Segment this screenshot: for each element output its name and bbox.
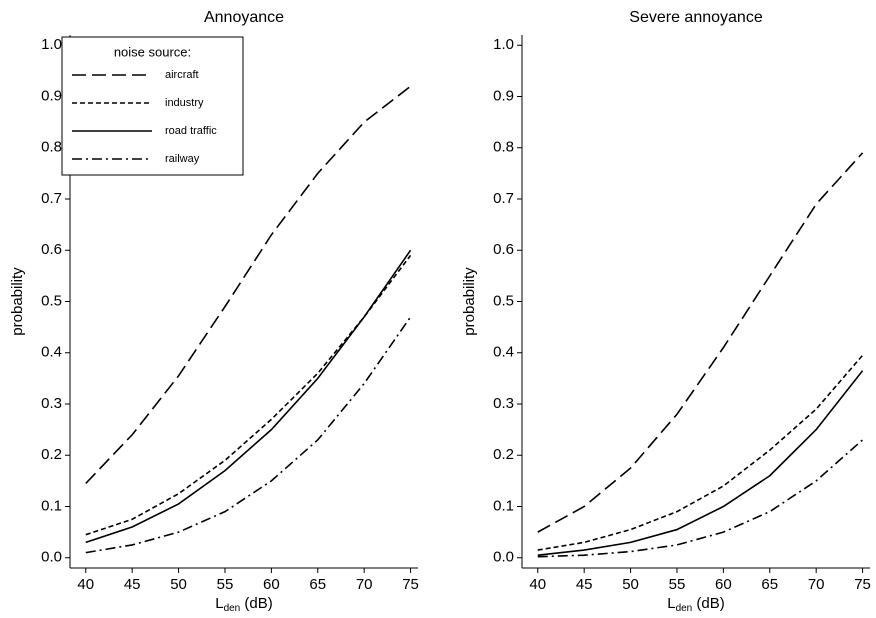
y-tick-label: 0.8 [41, 139, 62, 156]
series-line [537, 439, 864, 558]
series-line [537, 354, 864, 551]
y-tick-label: 0.7 [41, 190, 62, 207]
x-tick-label: 40 [77, 576, 94, 593]
series-line [537, 152, 864, 533]
x-tick-label: 65 [309, 576, 326, 593]
x-axis-label: Lden (dB) [667, 595, 725, 614]
legend: noise source: aircraft industry road traffi… [61, 36, 244, 176]
chart-panel: Severe annoyance 0.0 0.1 0.2 0.3 0.4 0.5 0.6 0.7… [461, 9, 871, 613]
y-tick-label: 0.9 [493, 87, 514, 104]
y-tick-label: 0.6 [41, 241, 62, 258]
x-tick-label: 50 [170, 576, 187, 593]
x-label-main: L [667, 595, 675, 612]
x-tick-label: 55 [669, 576, 686, 593]
series-line [85, 85, 412, 484]
x-tick-label: 60 [263, 576, 280, 593]
series-line [85, 254, 412, 536]
x-label-sub: den [224, 603, 241, 614]
chart-title: Annoyance [204, 9, 284, 26]
y-tick-label: 0.5 [41, 292, 62, 309]
x-tick-label: 45 [124, 576, 141, 593]
y-tick-label: 0.0 [493, 549, 514, 566]
legend-label: aircraft [165, 69, 199, 81]
legend-box [61, 36, 244, 176]
x-label-main: L [215, 595, 223, 612]
y-tick-label: 0.4 [41, 344, 62, 361]
y-tick-label: 0.2 [493, 446, 514, 463]
x-tick-label: 75 [854, 576, 871, 593]
x-tick-label: 45 [576, 576, 593, 593]
y-tick-label: 0.2 [41, 446, 62, 463]
x-tick-label: 65 [761, 576, 778, 593]
series-line [537, 370, 864, 556]
x-tick-label: 60 [715, 576, 732, 593]
y-tick-label: 0.7 [493, 190, 514, 207]
y-tick-label: 0.4 [493, 344, 514, 361]
x-tick-label: 75 [402, 576, 419, 593]
x-label-unit: (dB) [692, 595, 725, 612]
x-tick-label: 40 [529, 576, 546, 593]
y-axis-label: probability [461, 267, 478, 336]
y-tick-label: 1.0 [493, 36, 514, 53]
x-tick-label: 50 [622, 576, 639, 593]
x-axis-label: Lden (dB) [215, 595, 273, 614]
y-axis-label: probability [9, 267, 26, 336]
y-tick-label: 0.1 [493, 497, 514, 514]
y-tick-label: 0.3 [41, 395, 62, 412]
legend-label: industry [165, 97, 204, 109]
y-tick-label: 0.5 [493, 292, 514, 309]
legend-title: noise source: [114, 44, 191, 59]
x-label-unit: (dB) [240, 595, 273, 612]
legend-label: railway [165, 153, 200, 165]
y-tick-label: 0.9 [41, 87, 62, 104]
y-tick-label: 0.6 [493, 241, 514, 258]
y-tick-label: 0.8 [493, 139, 514, 156]
x-label-sub: den [676, 603, 693, 614]
series-line [85, 249, 412, 544]
chart-panel: Annoyance 0.0 0.1 0.2 0.3 0.4 0.5 0.6 0.7 0.8 0.9 1… [9, 9, 419, 613]
y-tick-label: 0.1 [41, 497, 62, 514]
x-tick-label: 70 [356, 576, 373, 593]
y-tick-label: 1.0 [41, 36, 62, 53]
chart-title: Severe annoyance [629, 9, 763, 26]
y-tick-label: 0.0 [41, 549, 62, 566]
x-tick-label: 70 [808, 576, 825, 593]
series-line [85, 316, 412, 554]
legend-label: road traffic [165, 125, 217, 137]
x-tick-label: 55 [217, 576, 234, 593]
y-tick-label: 0.3 [493, 395, 514, 412]
